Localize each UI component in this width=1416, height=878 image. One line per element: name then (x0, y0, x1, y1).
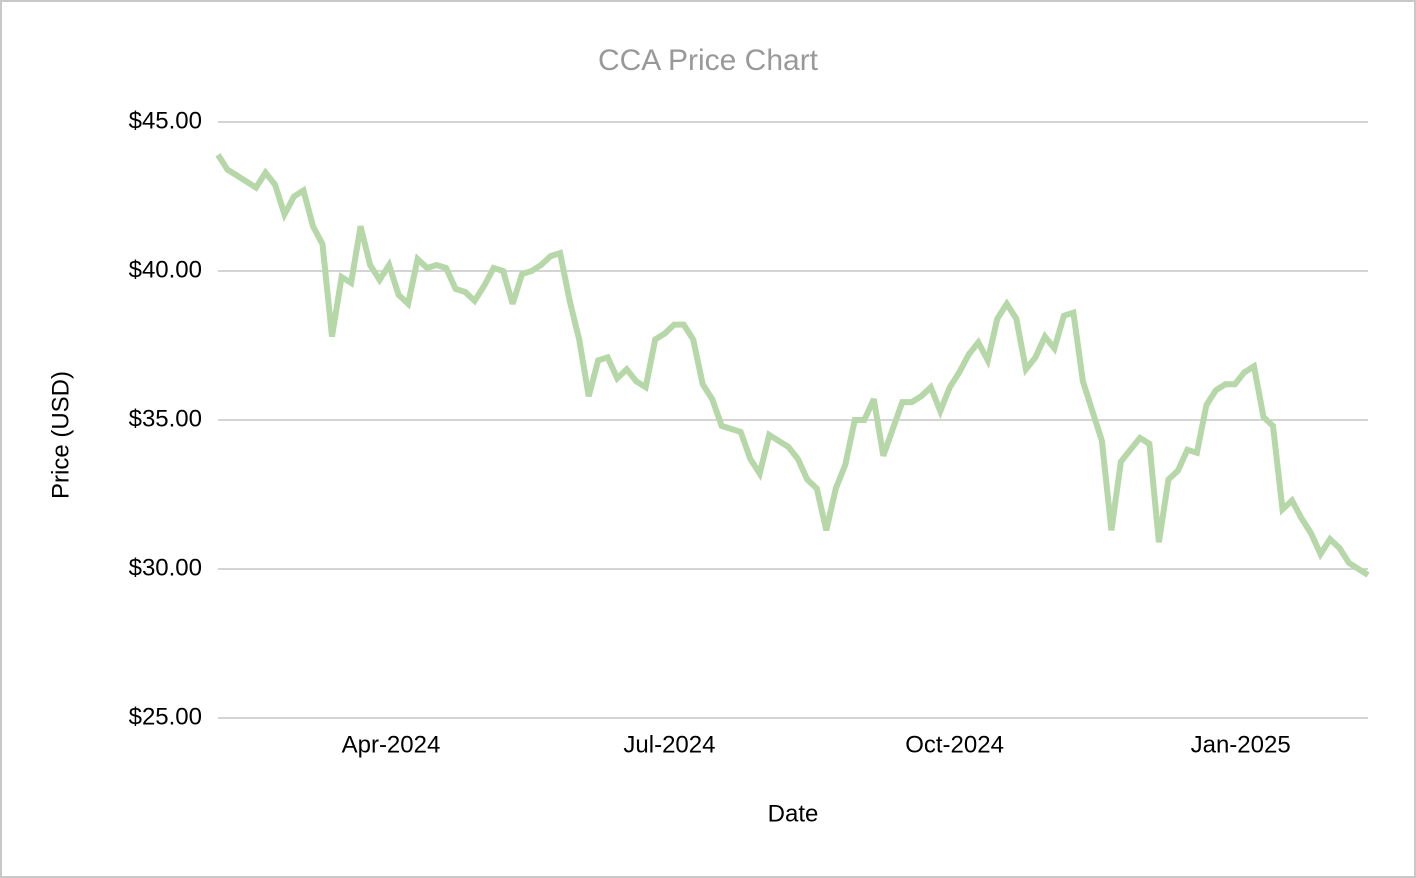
x-tick-label: Apr-2024 (342, 731, 441, 758)
x-tick-label: Jul-2024 (623, 731, 715, 758)
y-tick-label: $35.00 (129, 405, 202, 432)
x-tick-label: Oct-2024 (905, 731, 1004, 758)
x-tick-label: Jan-2025 (1191, 731, 1291, 758)
x-axis-label: Date (768, 800, 819, 827)
y-tick-label: $40.00 (129, 256, 202, 283)
y-tick-label: $45.00 (129, 107, 202, 134)
y-tick-label: $30.00 (129, 554, 202, 581)
y-tick-label: $25.00 (129, 703, 202, 730)
chart-title: CCA Price Chart (598, 44, 819, 77)
price-line (215, 153, 1370, 578)
y-axis-label: Price (USD) (47, 371, 74, 499)
